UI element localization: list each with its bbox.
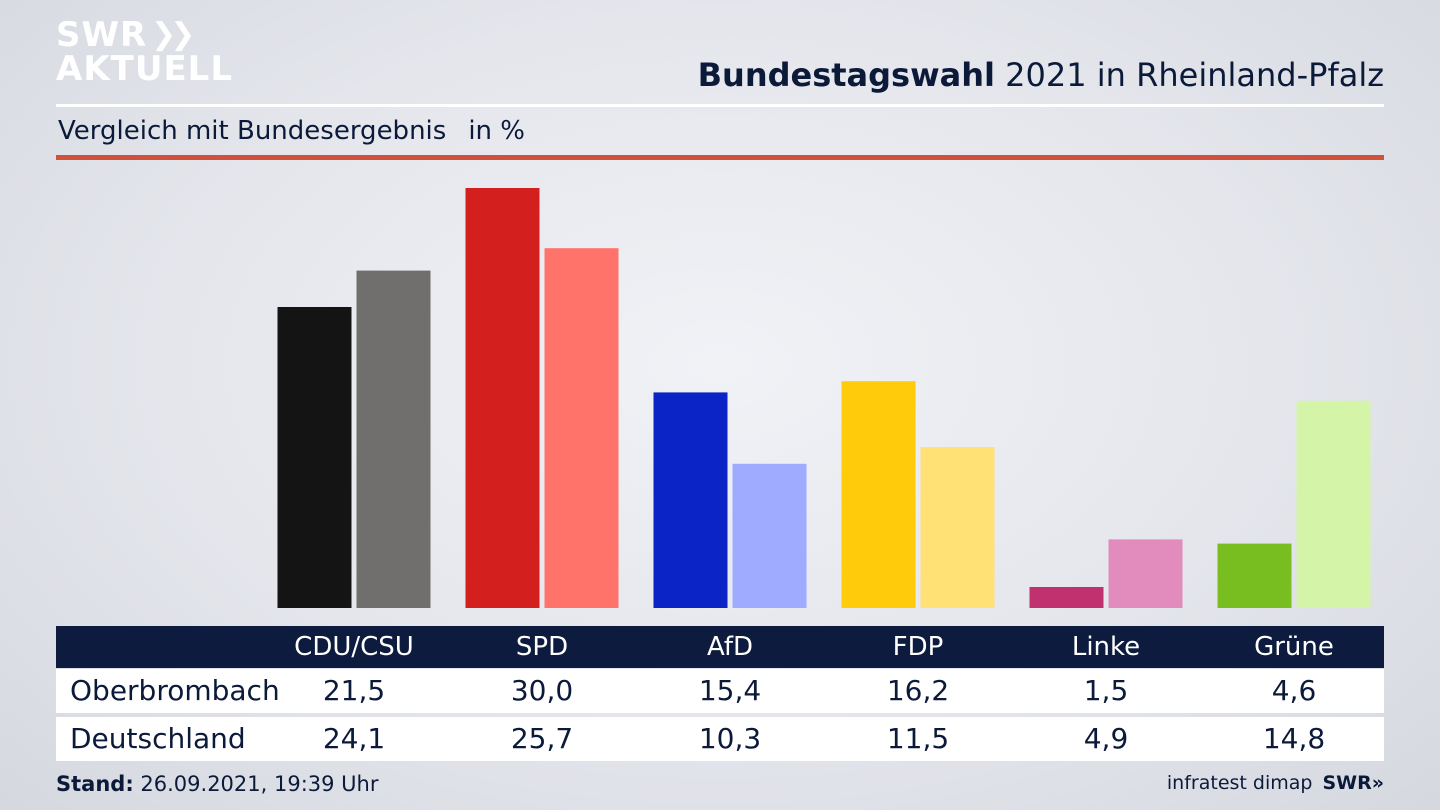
value-cell-afd: 10,3 bbox=[698, 722, 762, 755]
value-cell-gr-ne: 14,8 bbox=[1262, 722, 1326, 755]
column-header-fdp: FDP bbox=[892, 632, 944, 662]
swr-aktuell-logo: SWR ❯❯ AKTUELL bbox=[56, 15, 234, 89]
value-cell-spd: 25,7 bbox=[510, 722, 574, 755]
source-credit: infratest dimap SWR» bbox=[1167, 772, 1384, 794]
value-cell-fdp: 16,2 bbox=[886, 674, 950, 707]
stand-value: 26.09.2021, 19:39 Uhr bbox=[133, 772, 379, 796]
logo-aktuell-text: AKTUELL bbox=[56, 49, 234, 89]
bar-afd-deutschland bbox=[732, 463, 807, 608]
column-header-cdu-csu: CDU/CSU bbox=[294, 632, 414, 662]
value-cell-gr-ne: 4,6 bbox=[1271, 674, 1317, 707]
bar-linke-oberbrombach bbox=[1029, 587, 1104, 608]
bar-gr-ne-oberbrombach bbox=[1217, 543, 1292, 608]
value-cell-cdu-csu: 24,1 bbox=[322, 722, 386, 755]
bar-spd-deutschland bbox=[544, 248, 619, 608]
subtitle-text: Vergleich mit Bundesergebnis bbox=[58, 116, 447, 146]
value-cell-spd: 30,0 bbox=[510, 674, 574, 707]
bar-fdp-deutschland bbox=[920, 447, 995, 608]
table-row-oberbrombach: Oberbrombach 21,5 30,0 15,4 16,2 1,5 4,6 bbox=[56, 669, 1384, 713]
bar-cdu-csu-deutschland bbox=[356, 270, 431, 608]
value-cell-fdp: 11,5 bbox=[886, 722, 950, 755]
unit-label: in % bbox=[468, 116, 525, 146]
column-header-gr-ne: Grüne bbox=[1254, 632, 1334, 662]
title-rest: 2021 in Rheinland-Pfalz bbox=[995, 56, 1384, 94]
bar-spd-oberbrombach bbox=[465, 188, 540, 608]
logo-swr-text: SWR bbox=[56, 15, 148, 55]
footer-swr-logo: SWR» bbox=[1322, 772, 1384, 794]
bar-gr-ne-deutschland bbox=[1296, 400, 1371, 608]
value-cell-afd: 15,4 bbox=[698, 674, 762, 707]
bar-linke-deutschland bbox=[1108, 539, 1183, 608]
chart-subtitle: Vergleich mit Bundesergebnis in % bbox=[58, 116, 525, 146]
column-header-spd: SPD bbox=[515, 632, 569, 662]
title-divider bbox=[56, 104, 1384, 107]
value-cell-linke: 1,5 bbox=[1083, 674, 1129, 707]
chart-title: Bundestagswahl 2021 in Rheinland-Pfalz bbox=[698, 56, 1384, 94]
bar-afd-oberbrombach bbox=[653, 392, 728, 608]
source-text: infratest dimap bbox=[1166, 772, 1313, 794]
timestamp: Stand: 26.09.2021, 19:39 Uhr bbox=[56, 772, 379, 796]
title-bold: Bundestagswahl bbox=[697, 56, 995, 94]
table-header-row: CDU/CSU SPD AfD FDP Linke Grüne bbox=[56, 626, 1384, 668]
stand-label: Stand: bbox=[56, 772, 134, 796]
column-header-linke: Linke bbox=[1071, 632, 1141, 662]
row-label: Deutschland bbox=[70, 722, 246, 755]
value-cell-cdu-csu: 21,5 bbox=[322, 674, 386, 707]
logo-chevron-icon: ❯❯ bbox=[151, 17, 195, 52]
bar-cdu-csu-oberbrombach bbox=[277, 307, 352, 608]
table-row-deutschland: Deutschland 24,1 25,7 10,3 11,5 4,9 14,8 bbox=[56, 717, 1384, 761]
row-label: Oberbrombach bbox=[70, 674, 280, 707]
subtitle-divider bbox=[56, 155, 1384, 160]
bar-chart bbox=[277, 188, 1371, 608]
value-cell-linke: 4,9 bbox=[1083, 722, 1129, 755]
bar-fdp-oberbrombach bbox=[841, 381, 916, 608]
column-header-afd: AfD bbox=[706, 632, 754, 662]
